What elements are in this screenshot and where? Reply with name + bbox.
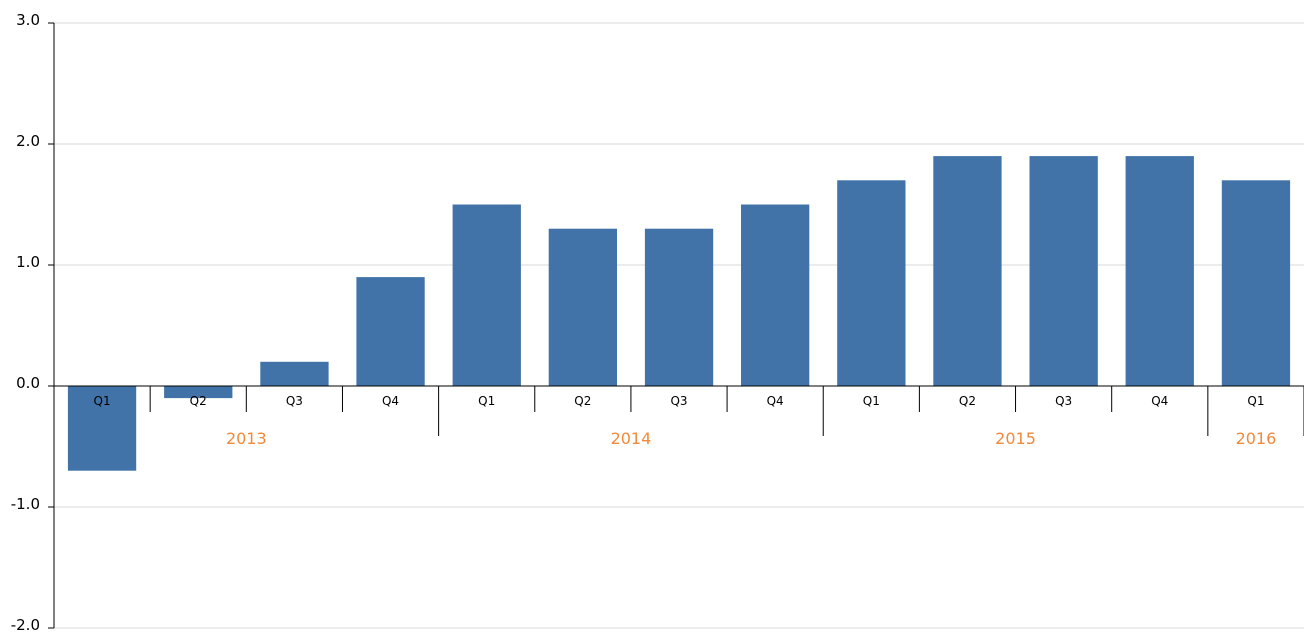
bar	[1029, 156, 1098, 386]
bar	[452, 204, 521, 386]
x-tick-label: Q2	[190, 394, 207, 408]
year-label: 2016	[1236, 429, 1277, 448]
bar	[164, 386, 233, 399]
y-tick-label: -2.0	[11, 616, 40, 634]
bar	[260, 361, 329, 386]
y-tick-label: 3.0	[16, 11, 40, 29]
bar	[933, 156, 1002, 386]
x-tick-label: Q2	[574, 394, 591, 408]
x-tick-label: Q1	[94, 394, 111, 408]
y-tick-label: 0.0	[16, 374, 40, 392]
x-tick-label: Q2	[959, 394, 976, 408]
x-tick-label: Q4	[767, 394, 784, 408]
bar	[67, 386, 137, 471]
bar	[1221, 180, 1291, 386]
x-tick-label: Q1	[1247, 394, 1264, 408]
bar	[741, 204, 810, 386]
bar	[644, 228, 714, 386]
x-tick-label: Q4	[382, 394, 399, 408]
x-tick-label: Q3	[1055, 394, 1072, 408]
x-tick-label: Q3	[670, 394, 687, 408]
x-tick-label: Q3	[286, 394, 303, 408]
bar	[837, 180, 906, 386]
bar	[548, 228, 617, 386]
bar	[1125, 156, 1194, 386]
y-tick-label: 2.0	[16, 132, 40, 150]
x-tick-label: Q4	[1151, 394, 1168, 408]
year-label: 2013	[226, 429, 267, 448]
y-tick-label: 1.0	[16, 253, 40, 271]
y-tick-label: -1.0	[11, 495, 40, 513]
year-label: 2014	[611, 429, 652, 448]
x-tick-label: Q1	[863, 394, 880, 408]
year-label: 2015	[995, 429, 1036, 448]
x-tick-label: Q1	[478, 394, 495, 408]
bar	[356, 277, 425, 386]
